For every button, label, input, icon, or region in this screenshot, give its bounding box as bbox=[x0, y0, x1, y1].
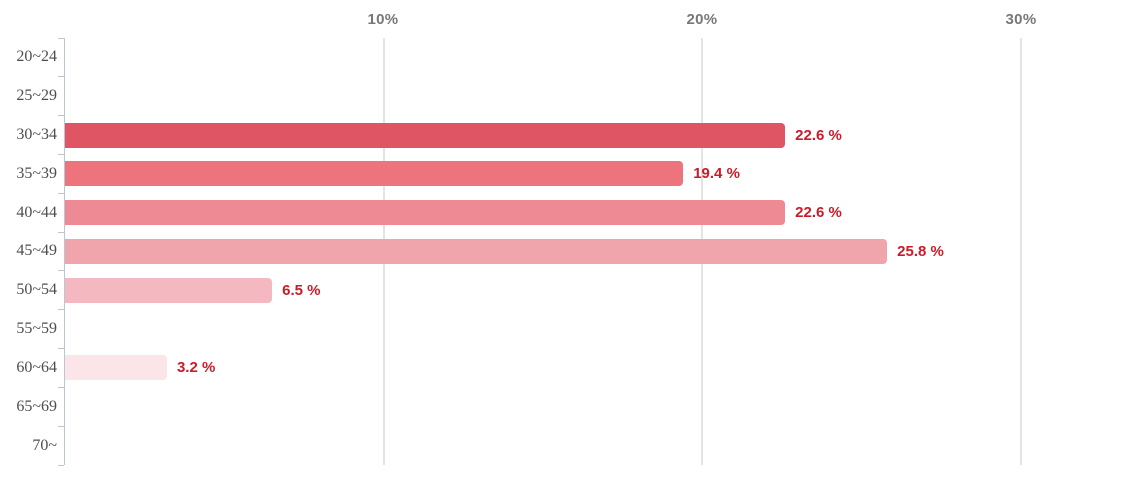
y-axis-tick bbox=[58, 348, 64, 350]
bar bbox=[65, 355, 167, 381]
chart-row: 60~64 3.2 % bbox=[16, 349, 1021, 388]
bar bbox=[65, 238, 888, 264]
category-label: 45~49 bbox=[16, 242, 57, 260]
chart-row: 65~69 bbox=[16, 387, 1021, 426]
chart-row: 20~24 bbox=[16, 38, 1021, 77]
y-axis-tick bbox=[58, 37, 64, 39]
y-axis-tick bbox=[58, 153, 64, 155]
chart-row: 50~54 6.5 % bbox=[16, 271, 1021, 310]
bar bbox=[65, 200, 786, 226]
x-axis-tick-label: 20% bbox=[686, 11, 718, 28]
bar-value-label: 3.2 % bbox=[176, 359, 216, 377]
bar bbox=[65, 161, 684, 187]
y-axis-tick bbox=[58, 464, 64, 466]
y-axis-tick bbox=[58, 386, 64, 388]
bar-value-label: 6.5 % bbox=[282, 281, 321, 299]
y-axis-tick bbox=[58, 309, 64, 311]
category-label: 65~69 bbox=[16, 397, 57, 415]
y-axis-tick bbox=[58, 115, 64, 117]
bar bbox=[65, 277, 273, 303]
x-axis: 10% 20% 30% bbox=[64, 0, 1037, 38]
bar-value-label: 25.8 % bbox=[897, 242, 944, 260]
y-axis-tick bbox=[58, 425, 64, 427]
bar-value-label: 19.4 % bbox=[693, 165, 740, 183]
chart-row: 55~59 bbox=[16, 310, 1021, 349]
bar-value-label: 22.6 % bbox=[795, 126, 842, 144]
category-label: 40~44 bbox=[16, 203, 57, 221]
bar bbox=[65, 122, 786, 148]
gridline bbox=[1020, 38, 1022, 465]
x-axis-tick-label: 10% bbox=[367, 11, 399, 28]
category-label: 20~24 bbox=[16, 48, 57, 66]
bar-value-label: 22.6 % bbox=[795, 204, 842, 222]
y-axis-tick bbox=[58, 270, 64, 272]
plot-area: 20~24 25~29 30~34 22.6 % 35~39 19.4 % 40~44 22.… bbox=[16, 37, 1022, 466]
chart-row: 70~ bbox=[32, 426, 1021, 465]
chart-row: 40~44 22.6 % bbox=[16, 193, 1021, 232]
chart-row: 25~29 bbox=[16, 77, 1021, 116]
y-axis-tick bbox=[58, 192, 64, 194]
category-label: 25~29 bbox=[16, 87, 57, 105]
category-label: 30~34 bbox=[16, 126, 57, 144]
category-label: 70~ bbox=[32, 436, 57, 454]
y-axis-tick bbox=[58, 231, 64, 233]
category-label: 60~64 bbox=[16, 358, 57, 376]
chart-row: 45~49 25.8 % bbox=[16, 232, 1021, 271]
category-label: 55~59 bbox=[16, 320, 57, 338]
chart-row: 35~39 19.4 % bbox=[16, 154, 1021, 193]
chart-row: 30~34 22.6 % bbox=[16, 116, 1021, 155]
x-axis-tick-label: 30% bbox=[1005, 11, 1037, 28]
category-label: 50~54 bbox=[16, 281, 57, 299]
y-axis-tick bbox=[58, 76, 64, 78]
category-label: 35~39 bbox=[16, 164, 57, 182]
